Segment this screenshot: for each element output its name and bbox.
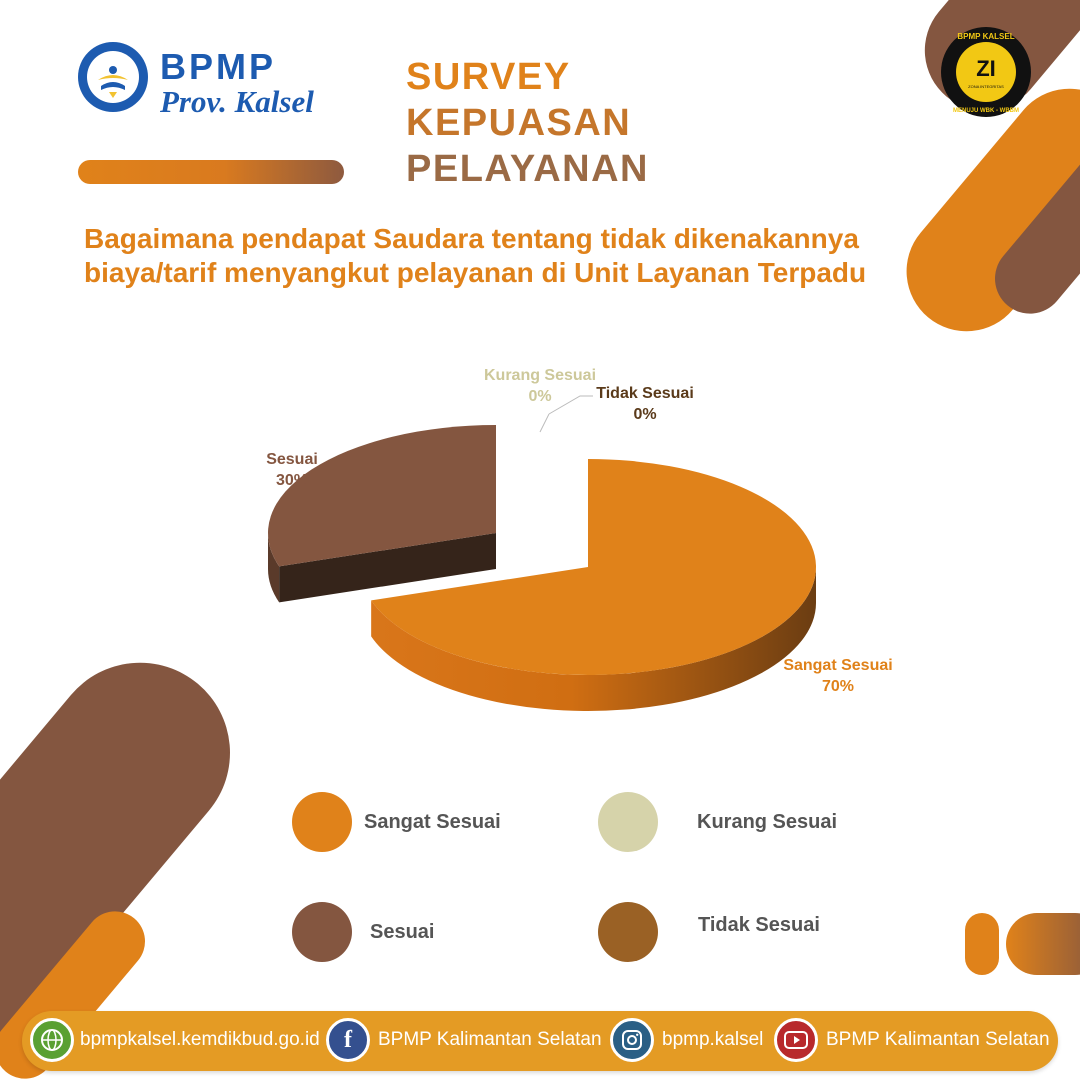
legend-label-tidak-sesuai: Tidak Sesuai — [698, 914, 820, 936]
slice-value-tidak-sesuai: 0% — [633, 406, 656, 423]
slice-sangat-sesuai — [371, 459, 816, 711]
legend-label-sesuai: Sesuai — [370, 921, 435, 943]
slice-side-wall — [268, 533, 280, 603]
facebook-icon[interactable]: f — [326, 1018, 370, 1062]
zona-integritas-badge-icon: ZI ZONA INTEGRITAS BPMP KALSEL MENUJU WB… — [940, 26, 1032, 118]
slice-label-kurang-sesuai: Kurang Sesuai — [484, 367, 596, 384]
pie-chart: Sangat Sesuai 70% Sesuai 30% Kurang Sesuai 0%… — [266, 367, 893, 711]
legend-label-kurang-sesuai: Kurang Sesuai — [697, 811, 838, 833]
youtube-icon[interactable] — [774, 1018, 818, 1062]
deco-bottom-right-gradient-pill — [1006, 913, 1080, 975]
footer-bar — [22, 1011, 1058, 1071]
pie-slices — [268, 425, 816, 711]
footer-website-link[interactable]: bpmpkalsel.kemdikbud.go.id — [80, 1029, 320, 1050]
legend-swatch-sangat-sesuai — [292, 792, 352, 852]
title-line-3: PELAYANAN — [406, 148, 649, 190]
svg-text:BPMP KALSEL: BPMP KALSEL — [957, 32, 1014, 41]
svg-text:ZI: ZI — [976, 56, 996, 81]
title-line-1: SURVEY — [406, 56, 571, 98]
slice-label-tidak-sesuai: Tidak Sesuai — [596, 385, 694, 402]
title-line-2: KEPUASAN — [406, 102, 632, 144]
slice-value-sesuai: 30% — [276, 472, 308, 489]
brand-name: BPMP — [160, 46, 277, 87]
slice-top — [268, 425, 496, 567]
brand-subtitle: Prov. Kalsel — [160, 84, 314, 119]
svg-text:MENUJU WBK - WBBM: MENUJU WBK - WBBM — [953, 108, 1019, 114]
leader-line-kurang-sesuai — [539, 413, 550, 433]
title-accent-bar — [78, 160, 344, 184]
slice-cut-face — [279, 533, 496, 603]
slice-label-sesuai: Sesuai — [266, 451, 318, 468]
globe-icon[interactable] — [30, 1018, 74, 1062]
slice-value-sangat-sesuai: 70% — [822, 678, 854, 695]
footer-youtube-link[interactable]: BPMP Kalimantan Selatan — [826, 1029, 1050, 1050]
instagram-icon[interactable] — [610, 1018, 654, 1062]
footer-facebook-link[interactable]: BPMP Kalimantan Selatan — [378, 1029, 602, 1050]
legend-swatch-tidak-sesuai — [598, 902, 658, 962]
slice-side-wall — [371, 567, 816, 711]
survey-question: Bagaimana pendapat Saudara tentang tidak… — [84, 223, 867, 288]
deco-bottom-right-orange-pill — [965, 913, 999, 975]
legend-label-sangat-sesuai: Sangat Sesuai — [364, 811, 501, 833]
slice-top — [371, 459, 816, 675]
slice-sesuai — [268, 425, 496, 603]
legend-swatch-sesuai — [292, 902, 352, 962]
legend-swatch-kurang-sesuai — [598, 792, 658, 852]
slice-value-kurang-sesuai: 0% — [528, 388, 551, 405]
leader-line-tidak-sesuai — [548, 395, 593, 415]
slice-label-sangat-sesuai: Sangat Sesuai — [783, 657, 892, 674]
tut-wuri-handayani-logo-icon — [76, 40, 150, 114]
svg-text:ZONA INTEGRITAS: ZONA INTEGRITAS — [968, 84, 1004, 89]
footer-instagram-link[interactable]: bpmp.kalsel — [662, 1029, 764, 1050]
slice-labels: Sangat Sesuai 70% Sesuai 30% Kurang Sesuai 0%… — [266, 367, 892, 695]
